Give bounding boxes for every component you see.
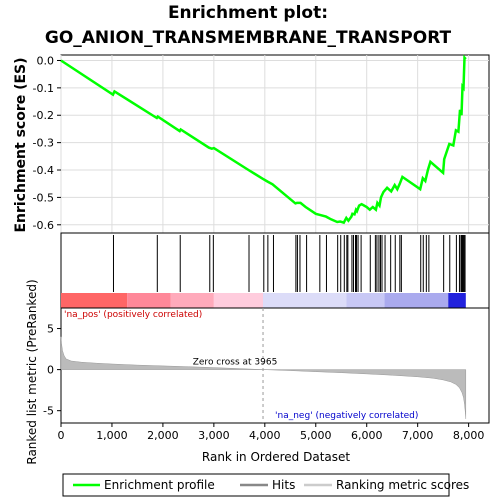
metric-y-axis-title: Ranked list metric (PreRanked) — [25, 279, 39, 464]
color-band — [263, 293, 347, 308]
metric-panel: 5 0 -5 'na_pos' (positively correlated) 'n… — [25, 279, 490, 465]
legend: Enrichment profile Hits Ranking metric s… — [62, 473, 469, 497]
color-band — [346, 293, 385, 308]
x-tick-label: 7,000 — [402, 429, 434, 442]
x-tick-label: 2,000 — [147, 429, 179, 442]
es-panel-frame — [60, 54, 490, 234]
zero-cross-label: Zero cross at 3965 — [193, 358, 278, 368]
x-tick-label: 4,000 — [249, 429, 281, 442]
color-band — [170, 293, 214, 308]
legend-label-hits: Hits — [272, 478, 295, 492]
es-panel: 0.0 -0.1 -0.2 -0.3 -0.4 -0.5 -0.6 Enrichment s… — [13, 54, 490, 234]
es-y-tick-label: 0.0 — [37, 54, 55, 67]
color-band — [448, 293, 466, 308]
es-y-tick-label: -0.1 — [33, 82, 54, 95]
legend-label-ranking-metric: Ranking metric scores — [336, 478, 469, 492]
es-y-tick-label: -0.3 — [33, 137, 54, 150]
negative-correlation-label: 'na_neg' (negatively correlated) — [275, 411, 418, 421]
hit-markers — [112, 235, 466, 292]
x-tick-label: 5,000 — [300, 429, 332, 442]
color-band — [127, 293, 171, 308]
x-tick-label: 8,000 — [453, 429, 485, 442]
color-band — [213, 293, 264, 308]
color-band — [61, 293, 128, 308]
es-y-tick-label: -0.2 — [33, 109, 54, 122]
chart-title-line-2: GO_ANION_TRANSMEMBRANE_TRANSPORT — [45, 28, 452, 48]
positive-correlation-label: 'na_pos' (positively correlated) — [64, 310, 202, 320]
color-band — [384, 293, 449, 308]
es-y-tick-label: -0.5 — [33, 191, 54, 204]
chart-title-line-1: Enrichment plot: — [168, 3, 328, 23]
x-axis: 0 1,000 2,000 3,000 4,000 5,000 6,000 7,000 8,00… — [58, 423, 485, 442]
es-y-tick-label: -0.4 — [33, 164, 54, 177]
metric-y-axis: 5 0 -5 — [43, 323, 61, 418]
x-tick-label: 0 — [58, 429, 65, 442]
rank-color-bar — [61, 293, 466, 308]
metric-y-tick-label: 0 — [47, 364, 54, 377]
x-tick-label: 1,000 — [96, 429, 128, 442]
hits-panel — [60, 232, 490, 309]
es-gridlines — [60, 55, 489, 233]
enrichment-profile-line — [60, 54, 467, 225]
x-tick-label: 3,000 — [198, 429, 230, 442]
es-y-tick-label: -0.6 — [33, 219, 54, 232]
ranking-metric-area — [60, 336, 467, 419]
legend-label-enrichment-profile: Enrichment profile — [104, 478, 215, 492]
es-y-axis-title: Enrichment score (ES) — [13, 57, 29, 232]
x-tick-label: 6,000 — [351, 429, 383, 442]
es-y-axis: 0.0 -0.1 -0.2 -0.3 -0.4 -0.5 -0.6 — [33, 54, 61, 232]
metric-y-tick-label: -5 — [43, 405, 54, 418]
metric-y-tick-label: 5 — [47, 323, 54, 336]
x-axis-title: Rank in Ordered Dataset — [202, 450, 350, 464]
